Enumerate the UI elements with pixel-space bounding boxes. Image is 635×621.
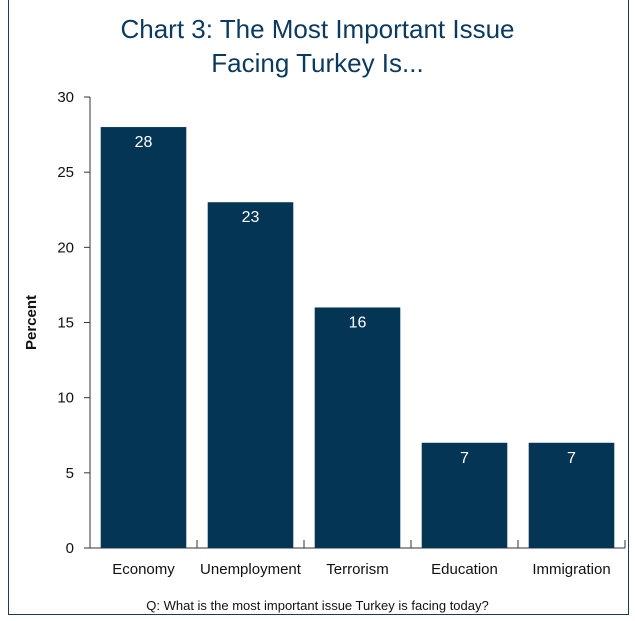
chart-frame <box>8 0 629 615</box>
bar <box>100 127 187 549</box>
x-tick-label: Terrorism <box>326 561 389 578</box>
bar <box>421 442 508 548</box>
bar <box>207 202 294 548</box>
chart-title: Chart 3: The Most Important Issue Facing… <box>0 12 635 80</box>
bar-value-label: 7 <box>567 450 576 467</box>
x-tick-label: Economy <box>112 561 175 578</box>
x-axis: Economy Unemployment Terrorism Education Imm… <box>89 540 626 578</box>
value-labels: 28 23 16 7 7 <box>135 134 576 467</box>
y-tick-label: 30 <box>57 89 74 106</box>
bar-value-label: 16 <box>349 314 367 331</box>
bar-value-label: 23 <box>242 209 260 226</box>
y-tick-label: 10 <box>57 390 74 407</box>
bar <box>314 307 401 548</box>
y-tick-label: 5 <box>66 465 74 482</box>
bar-value-label: 7 <box>460 450 469 467</box>
bars <box>100 127 615 549</box>
bar <box>528 442 615 548</box>
y-axis: 0 5 10 15 20 25 30 <box>57 89 91 557</box>
x-tick-label: Immigration <box>532 561 610 578</box>
x-tick-label: Education <box>431 561 498 578</box>
y-tick-label: 20 <box>57 239 74 256</box>
y-tick-label: 0 <box>66 540 74 557</box>
y-axis-label: Percent <box>23 295 40 350</box>
bar-value-label: 28 <box>135 134 153 151</box>
y-tick-label: 25 <box>57 164 74 181</box>
y-tick-label: 15 <box>57 315 74 332</box>
chart-title-line-2: Facing Turkey Is... <box>211 48 424 78</box>
chart-title-line-1: Chart 3: The Most Important Issue <box>120 14 515 44</box>
footnote: Q: What is the most important issue Turk… <box>146 598 489 613</box>
x-tick-label: Unemployment <box>200 561 302 578</box>
